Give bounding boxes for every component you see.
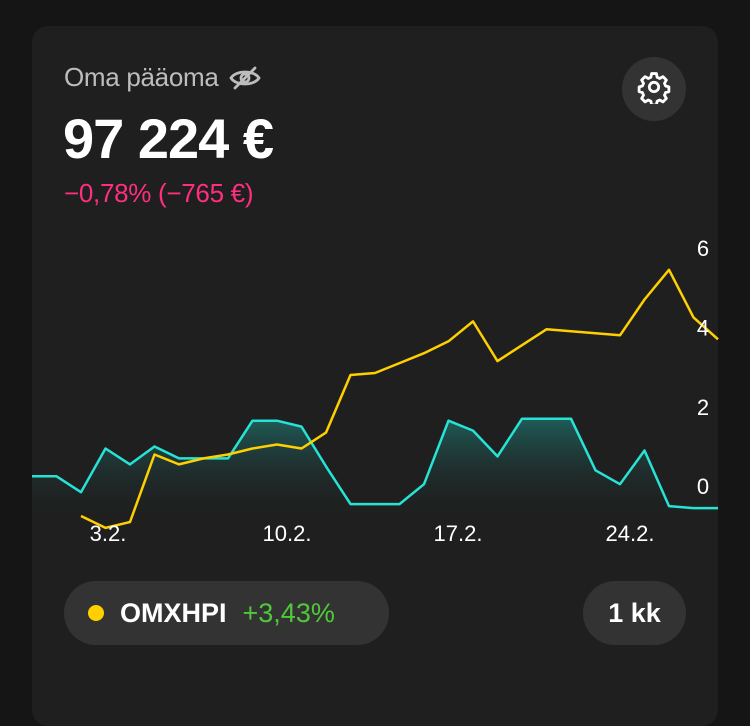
benchmark-series-line — [80, 268, 719, 530]
legend-name: OMXHPI — [120, 597, 227, 628]
benchmark-legend[interactable]: OMXHPI +3,43% — [64, 581, 389, 645]
y-tick-label: 4 — [697, 315, 709, 340]
x-tick-label: 17.2. — [434, 521, 483, 546]
series-area-fill — [32, 418, 718, 518]
portfolio-amount: 97 224 € — [63, 107, 274, 170]
legend-change: +3,43% — [242, 597, 335, 628]
x-tick-label: 24.2. — [606, 521, 655, 546]
x-tick-label: 3.2. — [90, 521, 127, 546]
y-tick-label: 0 — [697, 474, 709, 499]
settings-button[interactable] — [622, 57, 686, 121]
portfolio-title: Oma pääoma — [64, 62, 261, 93]
legend-dot — [88, 605, 104, 621]
period-label: 1 kk — [608, 597, 661, 628]
eye-off-icon[interactable] — [228, 66, 261, 90]
x-tick-label: 10.2. — [263, 521, 312, 546]
period-selector[interactable]: 1 kk — [583, 581, 686, 645]
gear-icon — [637, 70, 671, 109]
line-chart: 6 4 2 0 3.2. 10.2. 17.2. 24.2. — [32, 236, 719, 546]
portfolio-series-line — [32, 417, 718, 510]
title-label: Oma pääoma — [64, 62, 219, 92]
y-tick-label: 6 — [697, 236, 709, 261]
portfolio-change: −0,78% (−765 €) — [64, 178, 254, 208]
y-tick-label: 2 — [697, 395, 709, 420]
